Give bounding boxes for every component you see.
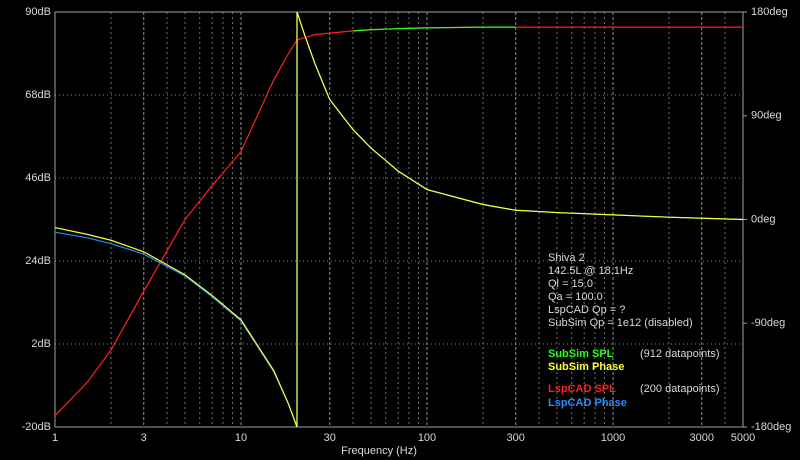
series-line <box>352 26 516 32</box>
x-tick-label: 3 <box>141 432 147 444</box>
series-line <box>54 11 744 428</box>
annotation: 142.5L @ 18.1Hz <box>548 265 633 277</box>
x-tick-label: 1 <box>52 432 58 444</box>
y-tick-label: 46dB <box>25 172 51 184</box>
annotation: Shiva 2 <box>548 252 585 264</box>
annotation: Qa = 100.0 <box>548 291 603 303</box>
x-tick-label: 30 <box>324 432 336 444</box>
y2-tick-label: -90deg <box>751 317 785 329</box>
annotation: Ql = 15.0 <box>548 278 593 290</box>
x-tick-label: 100 <box>418 432 436 444</box>
legend-note: (200 datapoints) <box>640 383 720 395</box>
x-axis-label: Frequency (Hz) <box>341 445 417 457</box>
x-tick-label: 5000 <box>731 432 755 444</box>
y-tick-label: 90dB <box>25 6 51 18</box>
legend-entry: LspCAD Phase <box>548 397 627 409</box>
series-line <box>54 26 743 417</box>
legend-entry: SubSim Phase <box>548 361 624 373</box>
y2-tick-label: 0deg <box>751 213 775 225</box>
annotation: SubSim Qp = 1e12 (disabled) <box>548 317 693 329</box>
legend-entry: SubSim SPL <box>548 348 614 360</box>
x-tick-label: 10 <box>235 432 247 444</box>
y-tick-label: 68dB <box>25 89 51 101</box>
x-tick-label: 1000 <box>601 432 625 444</box>
y2-tick-label: 180deg <box>751 6 788 18</box>
x-tick-label: 300 <box>507 432 525 444</box>
x-tick-label: 3000 <box>689 432 713 444</box>
legend-note: (912 datapoints) <box>640 348 720 360</box>
y2-tick-label: 90deg <box>751 110 782 122</box>
y-tick-label: 24dB <box>25 255 51 267</box>
y-tick-label: -20dB <box>22 421 51 433</box>
legend-entry: LspCAD SPL <box>548 383 616 395</box>
annotation: LspCAD Qp = ? <box>548 304 625 316</box>
y2-tick-label: -180deg <box>751 421 791 433</box>
y-tick-label: 2dB <box>31 338 51 350</box>
